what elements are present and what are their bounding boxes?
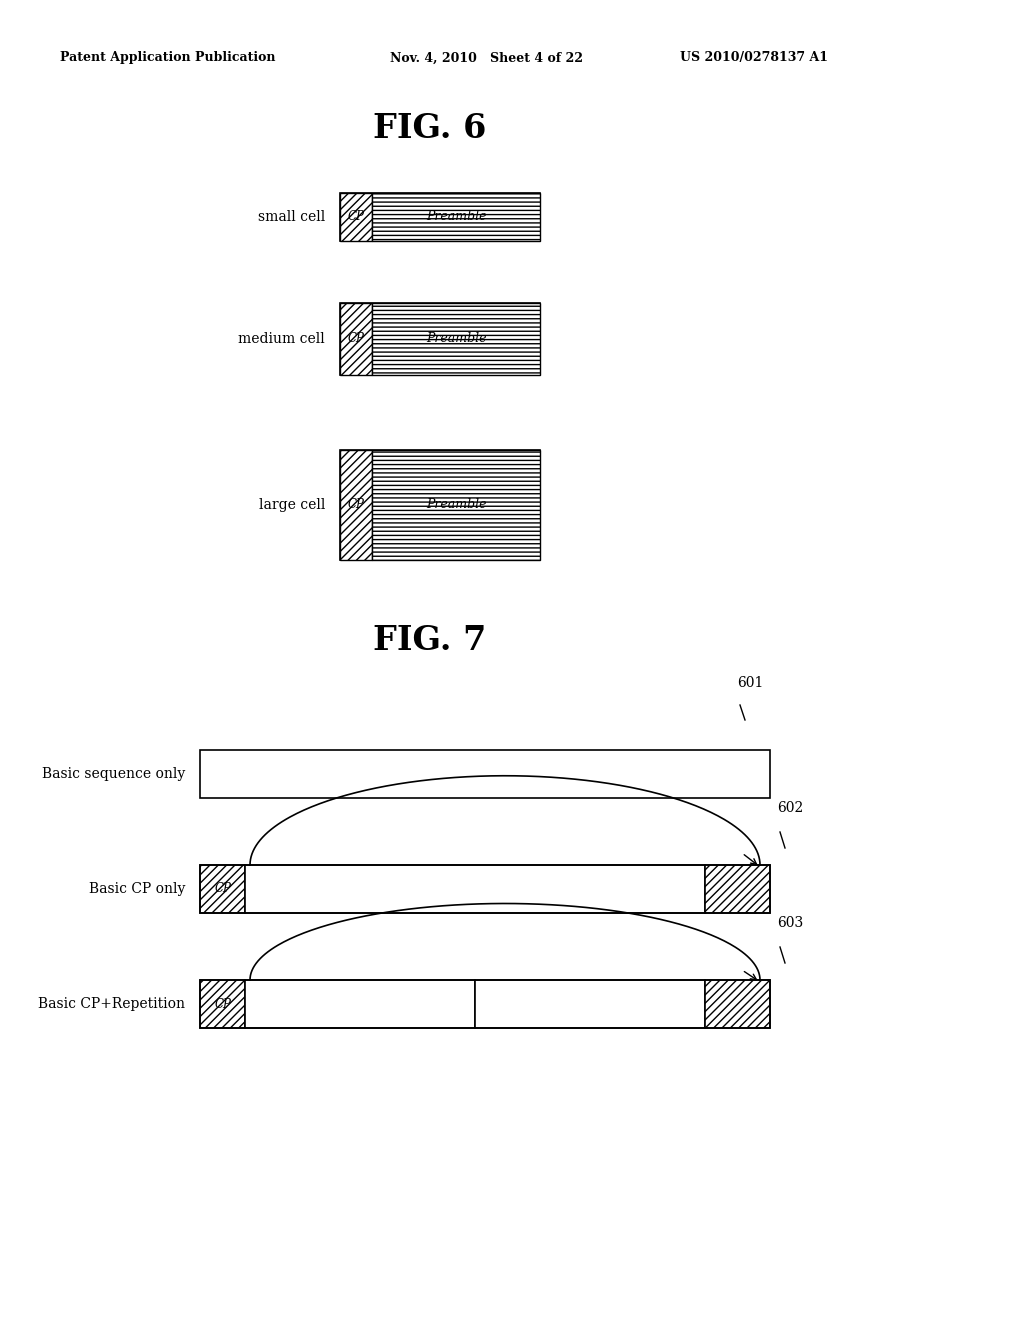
Bar — [705, 865, 770, 913]
Bar — [200, 865, 245, 913]
Bar — [200, 865, 770, 913]
Bar — [705, 979, 770, 1028]
Text: 602: 602 — [777, 801, 803, 814]
Text: CP: CP — [214, 998, 231, 1011]
Bar — [245, 979, 475, 1028]
Text: Preamble: Preamble — [426, 333, 486, 346]
Bar — [372, 193, 540, 242]
Text: large cell: large cell — [259, 498, 325, 512]
Text: FIG. 6: FIG. 6 — [374, 111, 486, 144]
Text: Basic CP only: Basic CP only — [89, 882, 185, 896]
Bar — [340, 304, 372, 375]
Bar — [340, 193, 372, 242]
Text: FIG. 7: FIG. 7 — [374, 623, 486, 656]
Bar — [200, 979, 245, 1028]
Text: CP: CP — [347, 333, 365, 346]
Text: small cell: small cell — [258, 210, 325, 224]
Bar — [340, 193, 540, 242]
Bar — [475, 979, 705, 1028]
Text: CP: CP — [347, 499, 365, 511]
Text: CP: CP — [347, 210, 365, 223]
Bar — [245, 865, 705, 913]
Text: CP: CP — [214, 883, 231, 895]
Text: 603: 603 — [777, 916, 803, 931]
Text: 601: 601 — [737, 676, 763, 690]
Bar — [340, 450, 540, 560]
Text: US 2010/0278137 A1: US 2010/0278137 A1 — [680, 51, 828, 65]
Text: Basic sequence only: Basic sequence only — [42, 767, 185, 781]
Text: medium cell: medium cell — [239, 333, 325, 346]
Text: Preamble: Preamble — [426, 499, 486, 511]
Text: Basic CP+Repetition: Basic CP+Repetition — [38, 997, 185, 1011]
Bar — [340, 450, 372, 560]
Bar — [372, 450, 540, 560]
Bar — [372, 304, 540, 375]
Text: Preamble: Preamble — [426, 210, 486, 223]
Bar — [200, 979, 770, 1028]
Bar — [200, 750, 770, 799]
Text: Nov. 4, 2010   Sheet 4 of 22: Nov. 4, 2010 Sheet 4 of 22 — [390, 51, 583, 65]
Text: Patent Application Publication: Patent Application Publication — [60, 51, 275, 65]
Bar — [340, 304, 540, 375]
